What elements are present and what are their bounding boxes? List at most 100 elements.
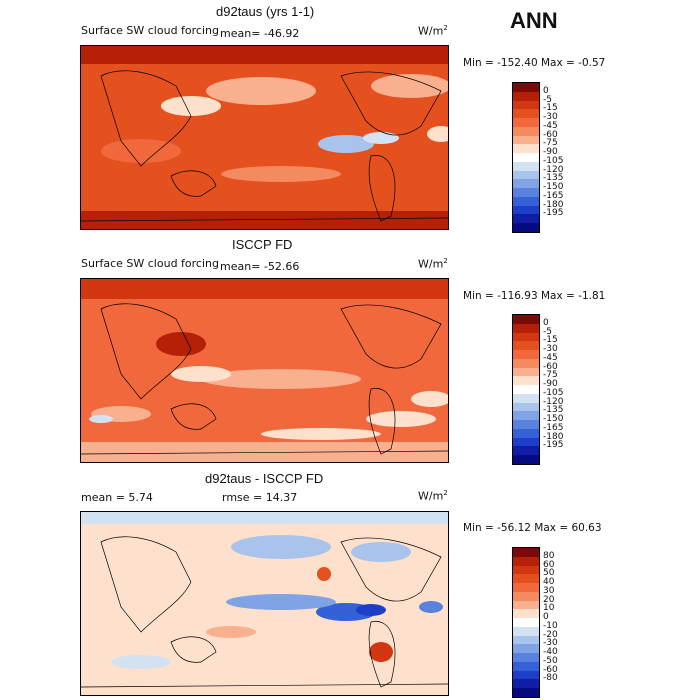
colorbar-tick-label: -180	[543, 431, 564, 442]
colorbar-swatch	[513, 91, 539, 101]
colorbar-swatch	[513, 393, 539, 403]
panel1-colorbar	[512, 82, 540, 233]
colorbar-swatch	[513, 144, 539, 153]
colorbar-swatch	[513, 385, 539, 394]
colorbar-tick-label: -60	[543, 129, 558, 140]
panel3-rmse: rmse = 14.37	[222, 491, 298, 504]
panel2-colorbar	[512, 314, 540, 465]
colorbar-tick-label: 30	[543, 585, 555, 596]
panel1-title: d92taus (yrs 1-1)	[216, 4, 315, 19]
colorbar-swatch	[513, 653, 539, 662]
panel3-stats: Min = -56.12 Max = 60.63	[463, 522, 602, 534]
colorbar-swatch	[513, 135, 539, 145]
panel1-map-svg	[81, 46, 448, 229]
colorbar-tick-label: -135	[543, 405, 564, 416]
colorbar-swatch	[513, 455, 539, 464]
colorbar-tick-label: -20	[543, 629, 558, 640]
colorbar-swatch	[513, 358, 539, 368]
colorbar-swatch	[513, 411, 539, 420]
panel1-units: W/m2	[418, 24, 448, 38]
colorbar-swatch	[513, 323, 539, 333]
colorbar-swatch	[513, 126, 539, 136]
colorbar-swatch	[513, 618, 539, 627]
panel2-units: W/m2	[418, 257, 448, 271]
colorbar-swatch	[513, 376, 539, 385]
panel3-colorbar	[512, 547, 540, 698]
colorbar-tick-label: -30	[543, 344, 558, 354]
colorbar-tick-label: -165	[543, 422, 564, 433]
colorbar-tick-label: 50	[543, 568, 555, 579]
colorbar-swatch	[513, 565, 539, 575]
colorbar-tick-label: -90	[543, 147, 558, 157]
colorbar-swatch	[513, 670, 539, 680]
panel2-title: ISCCP FD	[232, 237, 293, 252]
colorbar-swatch	[513, 446, 539, 455]
colorbar-swatch	[513, 688, 539, 697]
colorbar-swatch	[513, 402, 539, 412]
colorbar-swatch	[513, 205, 539, 215]
colorbar-tick-label: -105	[543, 387, 564, 398]
colorbar-tick-label: -30	[543, 638, 558, 649]
colorbar-swatch	[513, 679, 539, 688]
colorbar-tick-label: 0	[543, 612, 549, 622]
colorbar-tick-label: -60	[543, 361, 558, 372]
colorbar-swatch	[513, 420, 539, 429]
colorbar-tick-label: -15	[543, 335, 558, 346]
colorbar-tick-label: 20	[543, 594, 555, 605]
colorbar-swatch	[513, 609, 539, 618]
colorbar-swatch	[513, 600, 539, 610]
colorbar-swatch	[513, 118, 539, 127]
colorbar-tick-label: 10	[543, 603, 555, 614]
colorbar-tick-label: -75	[543, 370, 558, 381]
colorbar-swatch	[513, 100, 539, 110]
colorbar-swatch	[513, 644, 539, 653]
panel1-mean: mean= -46.92	[220, 27, 300, 40]
colorbar-tick-label: -120	[543, 396, 564, 407]
colorbar-swatch	[513, 591, 539, 601]
colorbar-tick-label: -50	[543, 655, 558, 666]
panel1-subtitle: Surface SW cloud forcing	[81, 24, 219, 37]
colorbar-tick-label: 40	[543, 577, 555, 587]
colorbar-tick-label: -10	[543, 620, 558, 631]
panel1-stats: Min = -152.40 Max = -0.57	[463, 57, 606, 69]
panel3-map-svg	[81, 512, 448, 695]
colorbar-swatch	[513, 214, 539, 223]
colorbar-tick-label: -90	[543, 379, 558, 389]
colorbar-tick-label: -150	[543, 182, 564, 192]
panel3-map	[80, 511, 449, 696]
colorbar-tick-label: 0	[543, 317, 549, 328]
colorbar-tick-label: -195	[543, 208, 564, 219]
colorbar-tick-label: -150	[543, 414, 564, 424]
panel3-units: W/m2	[418, 489, 448, 503]
colorbar-tick-label: 60	[543, 559, 555, 570]
colorbar-tick-label: -45	[543, 120, 558, 131]
colorbar-swatch	[513, 196, 539, 206]
colorbar-swatch	[513, 661, 539, 671]
colorbar-tick-label: -80	[543, 673, 558, 684]
colorbar-tick-label: -5	[543, 326, 552, 337]
colorbar-swatch	[513, 626, 539, 636]
colorbar-tick-label: -165	[543, 190, 564, 201]
colorbar-tick-label: 80	[543, 550, 555, 561]
colorbar-swatch	[513, 574, 539, 583]
colorbar-tick-label: -45	[543, 352, 558, 363]
colorbar-tick-label: -195	[543, 440, 564, 451]
panel1-map	[80, 45, 449, 230]
colorbar-swatch	[513, 170, 539, 180]
colorbar-tick-label: -60	[543, 664, 558, 675]
panel2-mean: mean= -52.66	[220, 260, 300, 273]
panel3-title: d92taus - ISCCP FD	[205, 471, 324, 486]
colorbar-swatch	[513, 548, 539, 557]
panel2-map	[80, 278, 449, 463]
colorbar-swatch	[513, 83, 539, 92]
colorbar-swatch	[513, 332, 539, 342]
panel2-map-svg	[81, 279, 448, 462]
colorbar-tick-label: -180	[543, 199, 564, 210]
colorbar-swatch	[513, 583, 539, 592]
colorbar-tick-label: -30	[543, 112, 558, 122]
colorbar-swatch	[513, 556, 539, 566]
colorbar-swatch	[513, 428, 539, 438]
colorbar-swatch	[513, 153, 539, 162]
panel3-mean: mean = 5.74	[81, 491, 153, 504]
colorbar-swatch	[513, 179, 539, 188]
